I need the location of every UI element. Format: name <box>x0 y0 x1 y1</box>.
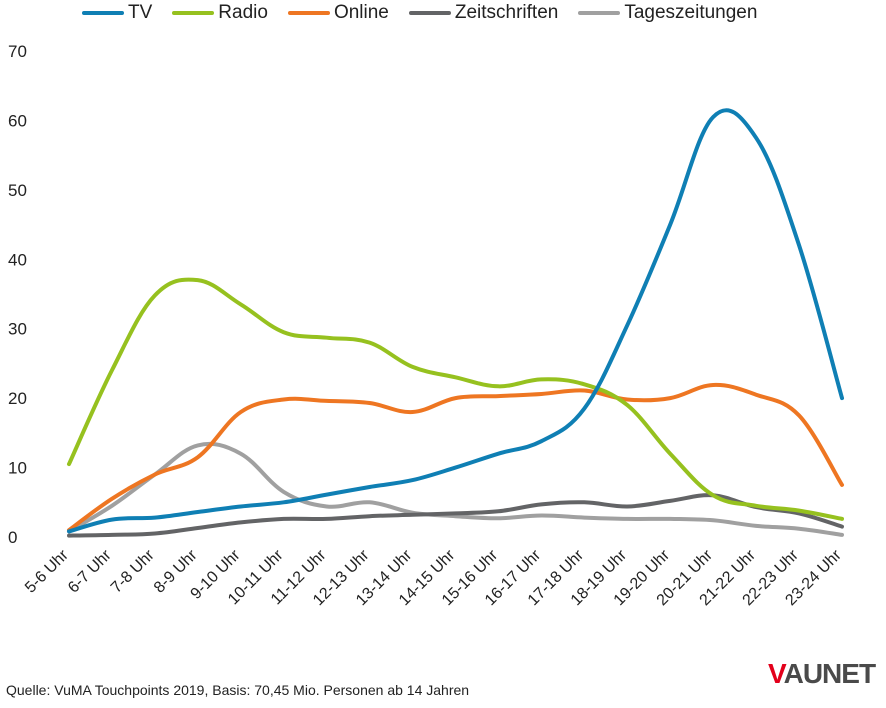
legend-item-tageszeitungen: Tageszeitungen <box>578 2 757 24</box>
vaunet-logo: VAUNET <box>768 658 876 690</box>
y-tick-label: 50 <box>8 181 27 200</box>
legend: TV Radio Online Zeitschriften Tageszeitu… <box>82 0 777 26</box>
y-tick-label: 70 <box>8 42 27 61</box>
legend-item-tv: TV <box>82 2 152 24</box>
y-tick-label: 40 <box>8 250 27 269</box>
legend-label-online: Online <box>333 2 389 23</box>
legend-swatch-tv <box>82 11 124 15</box>
y-tick-label: 10 <box>8 459 27 478</box>
series-line-online <box>67 382 844 533</box>
legend-item-online: Online <box>287 2 389 24</box>
y-tick-label: 60 <box>8 111 27 130</box>
y-tick-label: 20 <box>8 389 27 408</box>
legend-swatch-tageszeitungen <box>578 11 621 15</box>
legend-swatch-radio <box>172 11 215 15</box>
series-lines <box>67 108 844 538</box>
series-line-radio <box>67 277 844 521</box>
x-tick-label: 7-8 Uhr <box>108 546 158 596</box>
legend-label-tv: TV <box>128 2 153 23</box>
logo-text: AUNET <box>783 658 876 689</box>
legend-item-radio: Radio <box>172 2 268 24</box>
x-tick-label: 5-6 Uhr <box>22 546 72 596</box>
legend-label-tageszeitungen: Tageszeitungen <box>624 2 758 23</box>
legend-label-zeitschriften: Zeitschriften <box>454 2 559 23</box>
logo-v: V <box>768 658 785 689</box>
x-tick-label: 6-7 Uhr <box>65 546 115 596</box>
y-tick-label: 30 <box>8 320 27 339</box>
series-line-tv <box>67 108 844 534</box>
legend-swatch-zeitschriften <box>408 11 451 15</box>
legend-swatch-online <box>287 11 330 15</box>
series-line-tageszeitungen <box>67 441 844 537</box>
legend-item-zeitschriften: Zeitschriften <box>408 2 559 24</box>
source-note: Quelle: VuMA Touchpoints 2019, Basis: 70… <box>6 682 470 698</box>
legend-label-radio: Radio <box>218 2 268 23</box>
y-axis: 0 10 20 30 40 50 60 70 <box>8 42 27 547</box>
y-tick-label: 0 <box>8 528 17 547</box>
